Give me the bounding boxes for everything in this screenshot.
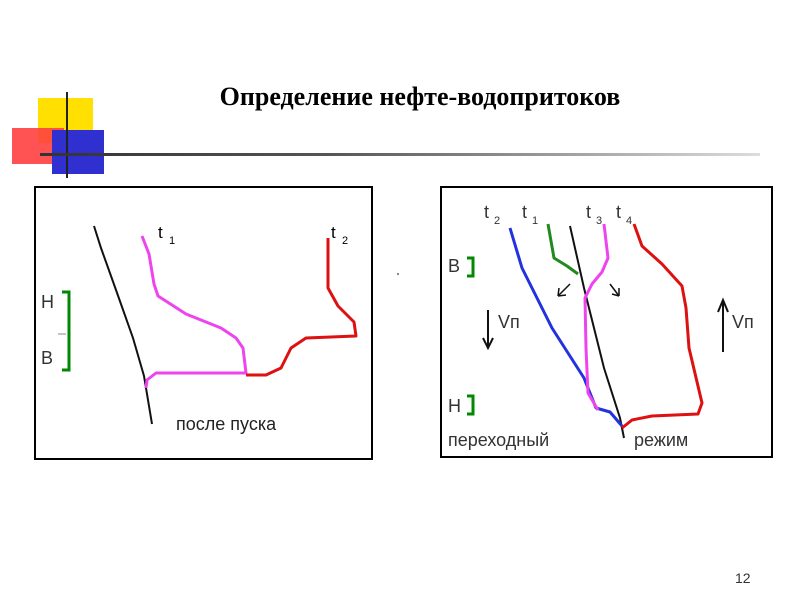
label-t1-sub: 1 [169, 235, 175, 247]
left-diagram: t 1 t 2 Н В после пуска [41, 223, 358, 434]
label-t1-main: t [158, 223, 163, 242]
marker-bottom-bracket [467, 394, 475, 416]
curve-t2-red [246, 238, 358, 377]
label-t3-sub: 3 [596, 215, 602, 227]
left-diagram-panel: t 1 t 2 Н В после пуска [34, 186, 373, 460]
arrow-up-icon [717, 297, 729, 352]
marker-top-label: В [448, 256, 460, 276]
label-t1-sub: 1 [532, 215, 538, 227]
velocity-down-label: Vп [498, 312, 520, 332]
curve-t3-magenta [583, 223, 610, 411]
black-reference-line [93, 225, 153, 425]
velocity-up-label: Vп [732, 312, 754, 332]
page-number: 12 [735, 570, 751, 586]
curve-t2-blue [508, 227, 624, 427]
label-t2-sub: 2 [342, 235, 348, 247]
deco-vertical-line [66, 92, 68, 178]
arrow-left-diagonal [557, 283, 571, 297]
marker-top-bracket [467, 256, 475, 278]
curve-t1-green [546, 223, 579, 276]
caption-right: режим [634, 430, 688, 450]
page-title: Определение нефте-водопритоков [219, 82, 621, 111]
deco-horizontal-rule [40, 153, 760, 156]
label-t2-main: t [331, 223, 336, 242]
deco-blue-square [52, 130, 104, 174]
curve-t1-magenta [140, 235, 248, 389]
marker-bracket [62, 290, 71, 372]
left-caption: после пуска [176, 414, 277, 434]
stray-dot [397, 273, 399, 275]
caption-left: переходный [448, 430, 549, 450]
label-t3-main: t [586, 202, 591, 222]
label-t4-main: t [616, 202, 621, 222]
marker-top-label: Н [41, 292, 54, 312]
right-diagram-panel: t 2 t 1 t 3 t 4 В Н Vп Vп переходный реж… [440, 186, 773, 458]
label-t4-sub: 4 [626, 215, 632, 227]
arrow-right-diagonal [609, 283, 620, 297]
marker-bottom-label: В [41, 348, 53, 368]
label-t2-sub: 2 [494, 215, 500, 227]
marker-bottom-label: Н [448, 396, 461, 416]
arrow-down-icon [482, 310, 494, 351]
curve-t4-red [621, 223, 704, 430]
label-t2-main: t [484, 202, 489, 222]
label-t1-main: t [522, 202, 527, 222]
right-diagram: t 2 t 1 t 3 t 4 В Н Vп Vп переходный реж… [448, 202, 754, 450]
